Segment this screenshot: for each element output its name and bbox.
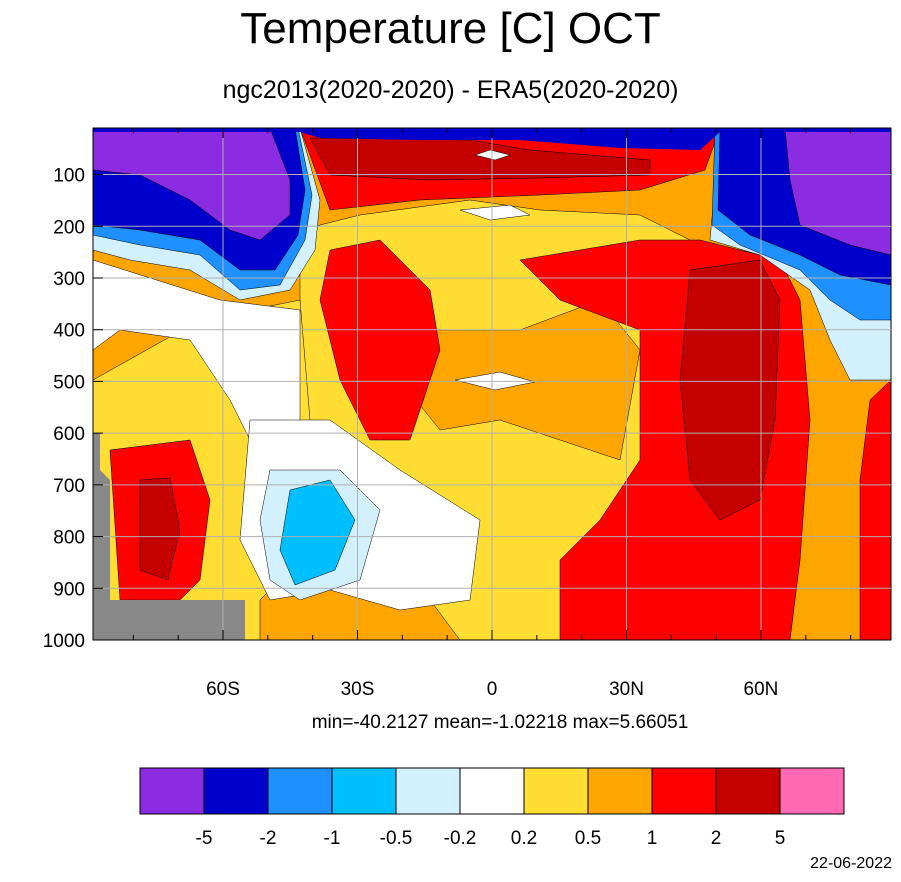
colorbar-swatch xyxy=(395,767,461,815)
colorbar-label: -2 xyxy=(260,828,277,849)
topography-mask xyxy=(93,433,245,640)
field-cyan-south xyxy=(279,479,356,586)
date-stamp: 22-06-2022 xyxy=(810,855,892,872)
x-tick-label: 30S xyxy=(341,679,375,700)
field-violet-sp xyxy=(93,128,291,241)
colorbar-swatch xyxy=(331,767,397,815)
colorbar-swatch xyxy=(267,767,333,815)
colorbar-swatch xyxy=(203,767,269,815)
colorbar-swatch xyxy=(523,767,589,815)
x-tick-label: 60S xyxy=(206,679,240,700)
colorbar-label: -0.5 xyxy=(380,828,413,849)
y-tick-label: 200 xyxy=(53,217,85,238)
y-tick-label: 100 xyxy=(53,166,85,187)
y-tick-label: 400 xyxy=(53,321,85,342)
chart-subtitle: ngc2013(2020-2020) - ERA5(2020-2020) xyxy=(222,76,679,104)
y-tick-label: 700 xyxy=(53,476,85,497)
colorbar-label: 0.2 xyxy=(511,828,537,849)
y-tick-label: 900 xyxy=(53,579,85,600)
colorbar-label: -0.2 xyxy=(444,828,477,849)
colorbar-label: -1 xyxy=(324,828,341,849)
y-tick-label: 500 xyxy=(53,372,85,393)
colorbar-swatch xyxy=(459,767,525,815)
x-tick-label: 60N xyxy=(744,679,779,700)
colorbar-swatch xyxy=(587,767,653,815)
x-axis: 60S 30S 0 30N 60N xyxy=(132,128,852,700)
colorbar-label: 1 xyxy=(647,828,658,849)
field-darkred-sh-surface xyxy=(139,477,181,581)
chart-title: Temperature [C] OCT xyxy=(240,4,661,53)
y-axis: 100 200 300 400 500 600 700 800 900 1000 xyxy=(43,166,103,652)
stats-line: min=-40.2127 mean=-1.02218 max=5.66051 xyxy=(311,712,689,733)
colorbar-label: 5 xyxy=(775,828,786,849)
colorbar-label: 0.5 xyxy=(575,828,601,849)
field-white-south xyxy=(93,259,301,461)
x-tick-label: 0 xyxy=(487,679,498,700)
field-white-equator xyxy=(459,204,531,221)
colorbar: -5 -2 -1 -0.5 -0.2 0.2 0.5 1 2 5 xyxy=(139,767,845,849)
colorbar-label: -5 xyxy=(196,828,213,849)
colorbar-label: 2 xyxy=(711,828,722,849)
y-tick-label: 1000 xyxy=(43,631,85,652)
colorbar-swatch xyxy=(715,767,781,815)
x-tick-label: 30N xyxy=(609,679,644,700)
colorbar-swatch xyxy=(651,767,717,815)
field-red-south xyxy=(319,239,441,441)
y-tick-label: 600 xyxy=(53,424,85,445)
grid-lines xyxy=(93,128,891,640)
field-violet-np xyxy=(784,128,891,256)
field-darkred-north xyxy=(679,259,781,521)
field-red-arctic xyxy=(859,379,891,640)
colorbar-swatch xyxy=(779,767,845,815)
y-tick-label: 300 xyxy=(53,269,85,290)
y-tick-label: 800 xyxy=(53,528,85,549)
contour-field xyxy=(93,128,891,640)
colorbar-swatch xyxy=(139,767,205,815)
